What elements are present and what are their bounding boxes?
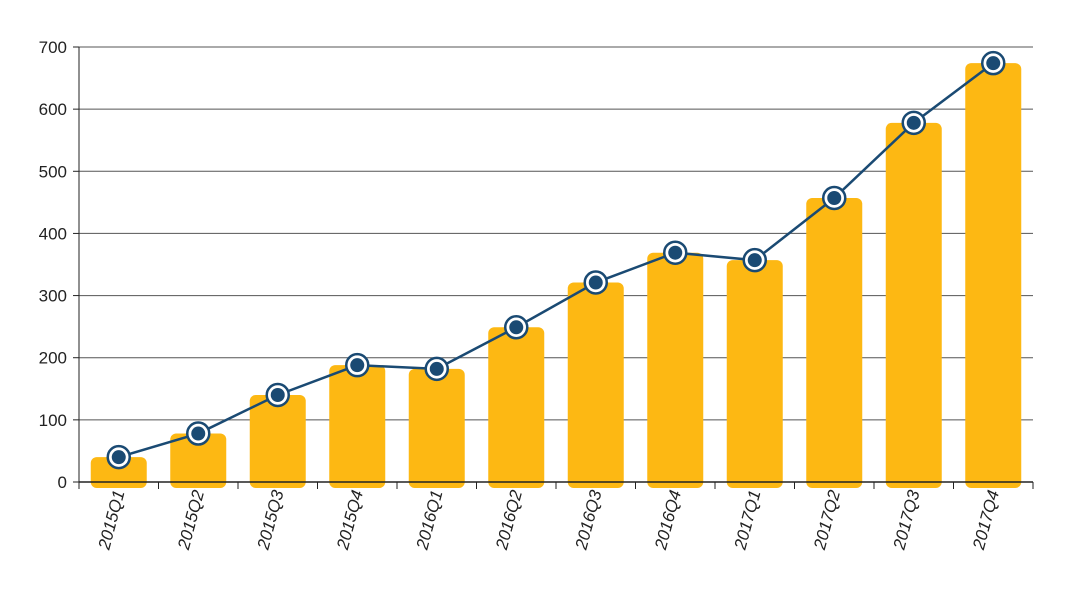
bar [329,365,386,488]
x-tick-label: 2016Q4 [651,488,685,552]
y-tick-label: 700 [39,38,67,57]
bar [885,122,942,489]
bar [806,198,863,488]
point-dot [429,361,444,376]
line-point [981,50,1006,76]
line-point [345,352,370,378]
bar [90,457,147,488]
x-tick-label: 2015Q2 [174,488,208,553]
x-tick-label: 2015Q4 [333,488,367,552]
y-tick-label: 500 [39,162,67,181]
x-tick-label: 2017Q4 [969,488,1003,552]
x-tick-label: 2016Q2 [492,488,526,553]
point-dot [111,450,126,465]
bar [249,395,306,488]
y-tick-label: 300 [39,287,67,306]
bar [965,63,1022,489]
point-dot [350,358,365,373]
x-tick-label: 2017Q2 [810,488,844,553]
line-point [901,110,926,136]
gridlines [79,46,1033,421]
point-dot [509,320,524,335]
line-series [106,50,1006,470]
line-point [106,444,131,470]
bar [170,433,227,488]
y-tick-label: 100 [39,411,67,430]
bar [647,252,704,488]
line-path [118,62,995,459]
y-tick-label: 200 [39,349,67,368]
x-tick-label: 2017Q1 [730,488,764,552]
bar [567,282,624,488]
point-dot [668,245,683,260]
x-tick-label: 2017Q3 [889,488,923,553]
y-tick-label: 400 [39,224,67,243]
point-dot [747,253,762,268]
line-point [583,270,608,295]
point-dot [986,56,1001,71]
x-tick-label: 2016Q1 [412,488,446,552]
line-point [742,247,767,273]
point-dot [906,115,921,130]
line-point [663,240,688,265]
bar [726,260,783,488]
line-point [822,185,847,211]
bar [488,327,545,488]
point-dot [270,388,285,402]
x-tick-label: 2015Q1 [94,488,128,552]
bar-series [90,63,1022,489]
x-tick-label: 2016Q3 [571,488,605,553]
x-tick-label: 2015Q3 [253,488,287,553]
line-point [424,356,449,382]
y-axis-ticks: 0 100 200 300 400 500 600 700 [39,38,79,492]
line-point [265,382,290,408]
y-tick-label: 600 [39,100,67,119]
x-axis-ticks: 2015Q1 2015Q2 2015Q3 2015Q4 2016Q1 2016Q2 2016… [78,482,1034,553]
point-dot [588,275,603,290]
point-dot [191,426,206,441]
point-dot [827,191,842,206]
bar [408,368,465,488]
line-point [504,315,529,340]
line-point [186,421,211,446]
y-tick-label: 0 [58,473,67,492]
